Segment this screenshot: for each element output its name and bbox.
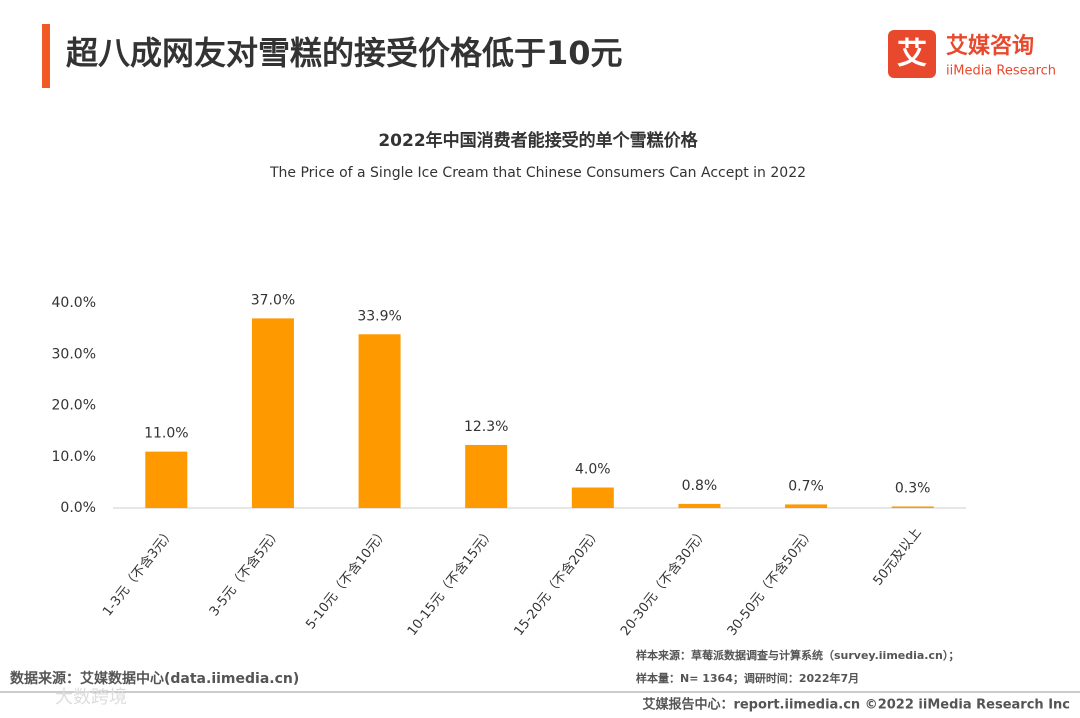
y-tick-label: 30.0% — [52, 346, 96, 362]
value-label: 12.3% — [464, 419, 508, 435]
logo-box — [888, 30, 936, 78]
logo-en: iiMedia Research — [946, 64, 1056, 79]
sample-size: 样本量：N= 1364；调研时间：2022年7月 — [636, 671, 859, 685]
x-tick-label: 3-5元（不含5元） — [206, 525, 285, 620]
logo-name: 艾媒咨询 — [946, 33, 1034, 59]
sample-source: 样本来源：草莓派数据调查与计算系统（survey.iimedia.cn）； — [636, 648, 959, 662]
page-title: 超八成网友对雪糕的接受价格低于10元 — [66, 34, 623, 72]
y-tick-label: 10.0% — [52, 449, 96, 465]
y-tick-label: 0.0% — [60, 500, 96, 516]
value-label: 0.7% — [788, 478, 824, 494]
bar — [891, 506, 934, 508]
value-label: 33.9% — [357, 308, 401, 324]
bar — [145, 451, 188, 508]
value-label: 0.3% — [895, 480, 931, 496]
x-tick-label: 20-30元（不含30元） — [617, 525, 711, 639]
value-label: 11.0% — [144, 426, 188, 442]
watermark: 大数跨境 — [55, 687, 127, 708]
bar — [465, 444, 508, 508]
bar — [785, 504, 828, 508]
y-tick-label: 20.0% — [52, 398, 96, 414]
bar — [571, 487, 614, 508]
bar — [678, 503, 721, 508]
x-tick-label: 10-15元（不含15元） — [404, 525, 498, 639]
value-label: 0.8% — [682, 478, 718, 494]
data-source: 数据来源：艾媒数据中心(data.iimedia.cn) — [10, 670, 299, 687]
title-accent — [42, 24, 50, 88]
chart-subtitle: The Price of a Single Ice Cream that Chi… — [269, 165, 806, 181]
bar — [251, 318, 294, 508]
footer: 艾媒报告中心：report.iimedia.cn ©2022 iiMedia R… — [642, 697, 1070, 713]
y-tick-label: 40.0% — [52, 295, 96, 311]
x-tick-label: 30-50元（不含50元） — [724, 525, 818, 639]
x-tick-label: 50元及以上 — [871, 525, 925, 588]
bar — [358, 334, 401, 508]
value-label: 37.0% — [251, 292, 295, 308]
chart-title: 2022年中国消费者能接受的单个雪糕价格 — [378, 130, 698, 151]
value-label: 4.0% — [575, 462, 611, 478]
x-tick-label: 1-3元（不含3元） — [99, 525, 178, 620]
x-tick-label: 5-10元（不含10元） — [302, 525, 391, 633]
x-tick-label: 15-20元（不含20元） — [511, 525, 605, 639]
logo-mark: 艾 — [897, 37, 927, 72]
